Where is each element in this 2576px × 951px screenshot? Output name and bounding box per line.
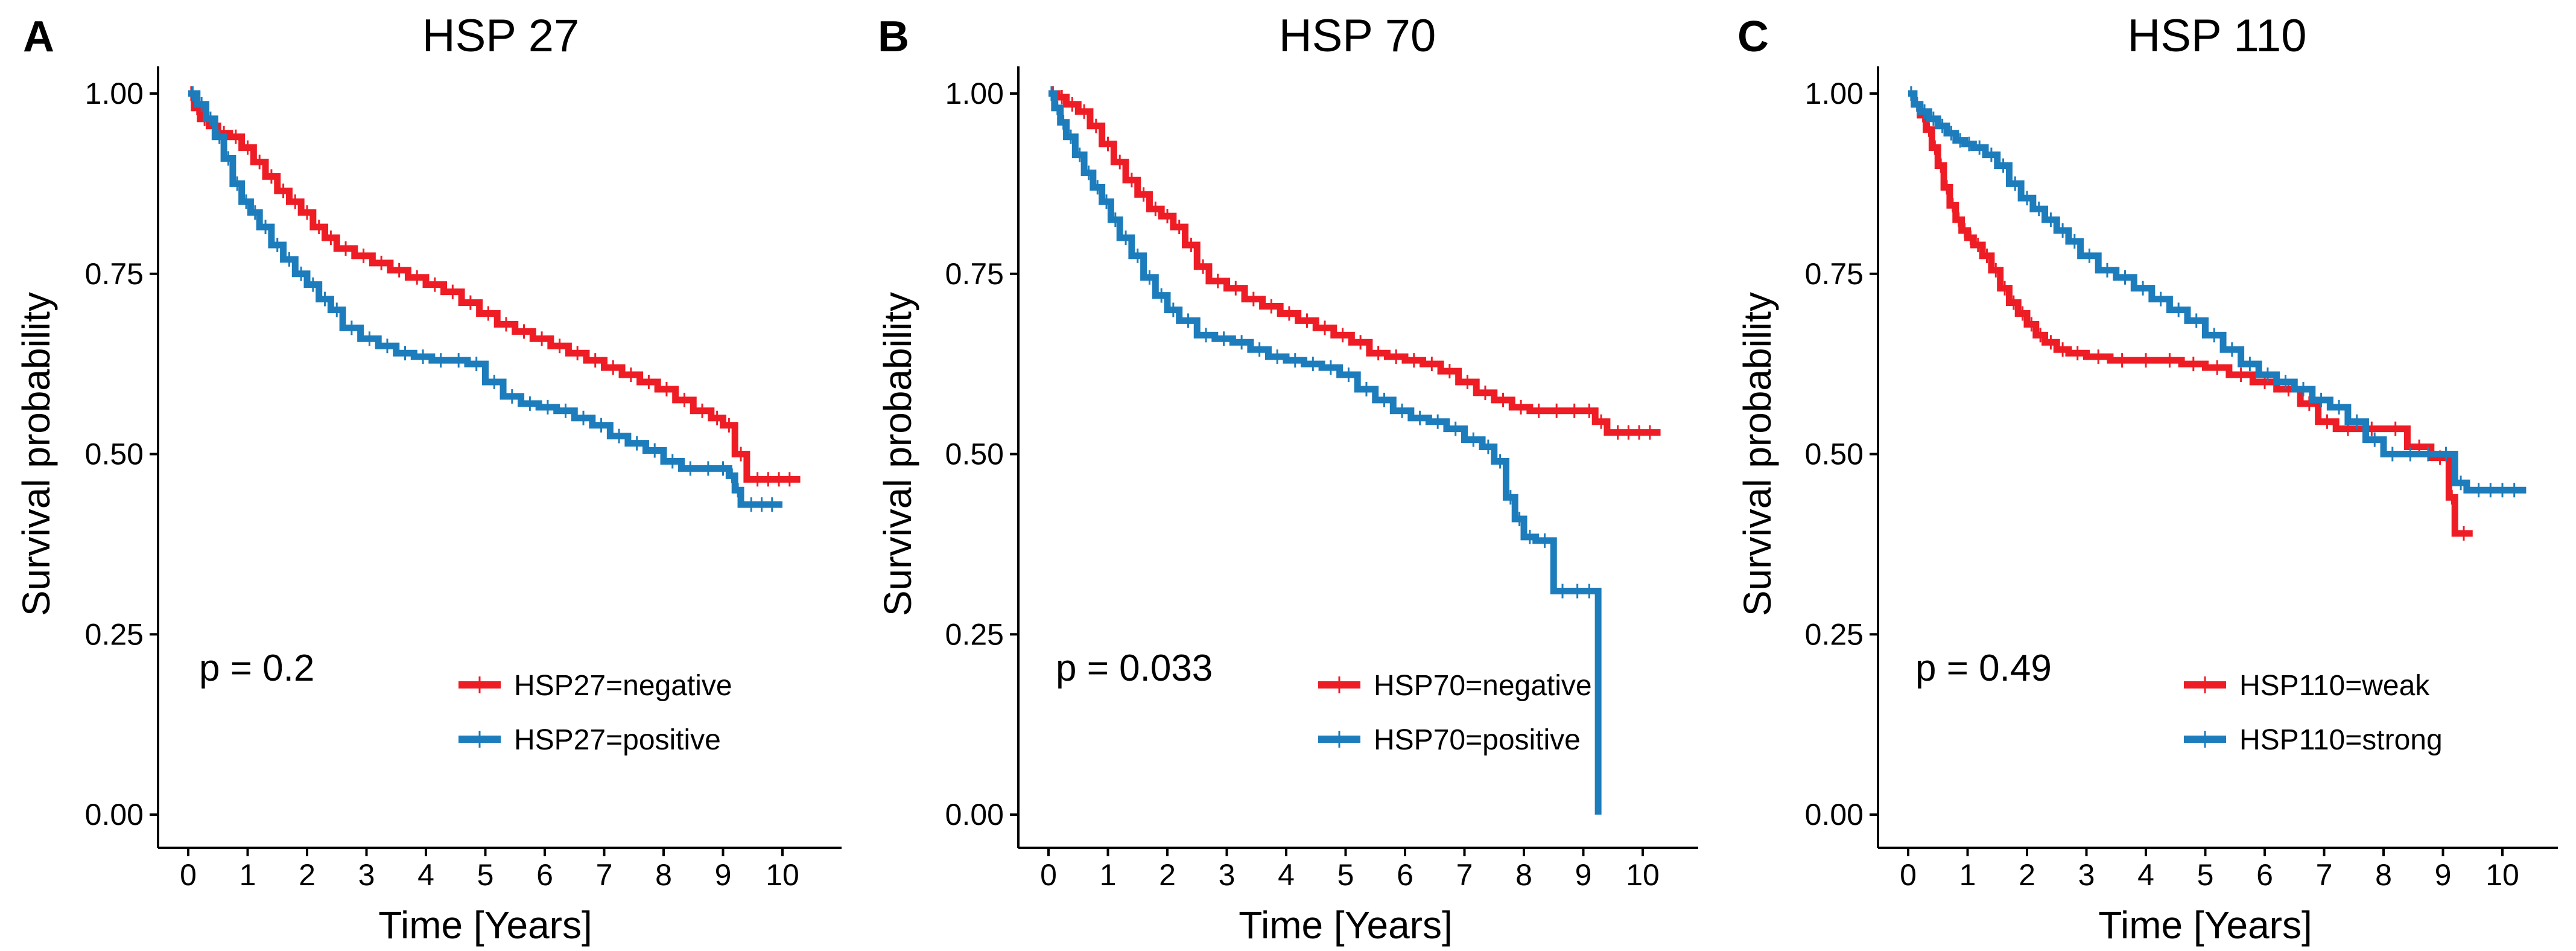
censor-marks — [1050, 86, 1590, 599]
x-tick-label: 1 — [240, 858, 256, 892]
legend: HSP27=negative HSP27=positive — [458, 670, 732, 756]
survival-curve-b — [1048, 90, 1602, 815]
y-axis-title: Survival probability — [14, 292, 58, 616]
x-axis-title: Time [Years] — [1239, 903, 1453, 947]
x-tick-label: 4 — [417, 858, 434, 892]
survival-curve-a — [188, 90, 801, 483]
panel-c: C HSP 110 0.00 0.25 0.50 0.75 1.00 0 1 2 3 4 5 6 7 8 9 10… — [1736, 10, 2558, 947]
chart-title: HSP 110 — [2127, 10, 2306, 62]
x-tick-label: 3 — [358, 858, 375, 892]
x-tick-label: 2 — [2019, 858, 2035, 892]
y-tick-label: 0.50 — [945, 437, 1004, 471]
x-tick-label: 3 — [1219, 858, 1236, 892]
p-value: p = 0.2 — [199, 647, 314, 689]
legend-label: HSP27=negative — [514, 670, 732, 702]
legend-label: HSP27=positive — [514, 724, 721, 756]
p-value: p = 0.033 — [1056, 647, 1213, 689]
y-axis-title: Survival probability — [1736, 292, 1779, 616]
y-tick-label: 0.00 — [85, 798, 144, 832]
x-tick-label: 10 — [766, 858, 799, 892]
x-tick-label: 4 — [2137, 858, 2154, 892]
x-tick-label: 9 — [715, 858, 732, 892]
survival-curve-b — [1908, 90, 2527, 494]
panel-b: B HSP 70 0.00 0.25 0.50 0.75 1.00 0 1 2 3 4 5 6 7 8 9 10 T… — [876, 10, 1698, 947]
x-tick-label: 5 — [1337, 858, 1354, 892]
x-tick-label: 3 — [2078, 858, 2095, 892]
x-tick-label: 5 — [477, 858, 494, 892]
panel-a: A HSP 27 0.00 0.25 0.50 0.75 1.00 0 1 2 3 4 5 6 7 8 9 10 T… — [14, 10, 842, 947]
y-tick-label: 0.25 — [85, 617, 144, 651]
y-axis-title: Survival probability — [876, 292, 919, 616]
x-tick-label: 7 — [1456, 858, 1473, 892]
y-tick-label: 0.75 — [1805, 257, 1864, 291]
y-tick-label: 0.50 — [1805, 437, 1864, 471]
x-tick-label: 0 — [1900, 858, 1917, 892]
x-tick-label: 8 — [655, 858, 672, 892]
legend-label: HSP110=strong — [2239, 724, 2443, 756]
x-tick-label: 8 — [2375, 858, 2392, 892]
y-tick-label: 1.00 — [1805, 77, 1864, 110]
legend-label: HSP70=positive — [1374, 724, 1581, 756]
y-tick-label: 0.75 — [85, 257, 144, 291]
legend: HSP70=negative HSP70=positive — [1318, 670, 1592, 756]
y-tick-label: 0.50 — [85, 437, 144, 471]
x-tick-label: 10 — [2486, 858, 2519, 892]
x-axis-title: Time [Years] — [2098, 903, 2312, 947]
censor-marks — [1910, 86, 2465, 541]
y-tick-label: 0.25 — [1805, 617, 1864, 651]
y-tick-label: 0.00 — [1805, 798, 1864, 832]
x-tick-label: 6 — [2256, 858, 2273, 892]
x-tick-label: 7 — [596, 858, 613, 892]
legend-label: HSP110=weak — [2239, 670, 2430, 702]
survival-curve-b — [188, 90, 782, 508]
x-tick-label: 4 — [1278, 858, 1295, 892]
x-tick-label: 10 — [1626, 858, 1660, 892]
x-tick-label: 6 — [536, 858, 553, 892]
chart-title: HSP 27 — [422, 10, 580, 62]
y-tick-label: 1.00 — [945, 77, 1004, 110]
panel-letter: C — [1737, 13, 1769, 61]
x-tick-label: 9 — [1575, 858, 1592, 892]
y-tick-label: 0.75 — [945, 257, 1004, 291]
x-tick-label: 1 — [1959, 858, 1976, 892]
censor-marks — [191, 86, 773, 512]
x-axis-title: Time [Years] — [378, 903, 592, 947]
chart-title: HSP 70 — [1279, 10, 1436, 62]
y-tick-label: 0.25 — [945, 617, 1004, 651]
x-tick-label: 2 — [299, 858, 316, 892]
y-tick-label: 0.00 — [945, 798, 1004, 832]
x-tick-label: 6 — [1397, 858, 1413, 892]
p-value: p = 0.49 — [1915, 647, 2052, 689]
panel-letter: A — [23, 13, 54, 61]
panel-letter: B — [878, 13, 909, 61]
censor-marks — [1910, 86, 2516, 498]
x-tick-label: 9 — [2435, 858, 2452, 892]
x-tick-label: 8 — [1515, 858, 1532, 892]
x-tick-label: 2 — [1159, 858, 1176, 892]
x-tick-label: 0 — [1040, 858, 1057, 892]
x-tick-label: 1 — [1100, 858, 1117, 892]
x-tick-label: 0 — [180, 858, 197, 892]
legend-label: HSP70=negative — [1374, 670, 1592, 702]
legend: HSP110=weak HSP110=strong — [2184, 670, 2443, 756]
x-tick-label: 7 — [2316, 858, 2333, 892]
x-tick-label: 5 — [2197, 858, 2214, 892]
censor-marks — [190, 86, 791, 487]
y-tick-label: 1.00 — [85, 77, 144, 110]
censor-marks — [1052, 86, 1651, 440]
survival-curve-a — [1048, 90, 1661, 436]
